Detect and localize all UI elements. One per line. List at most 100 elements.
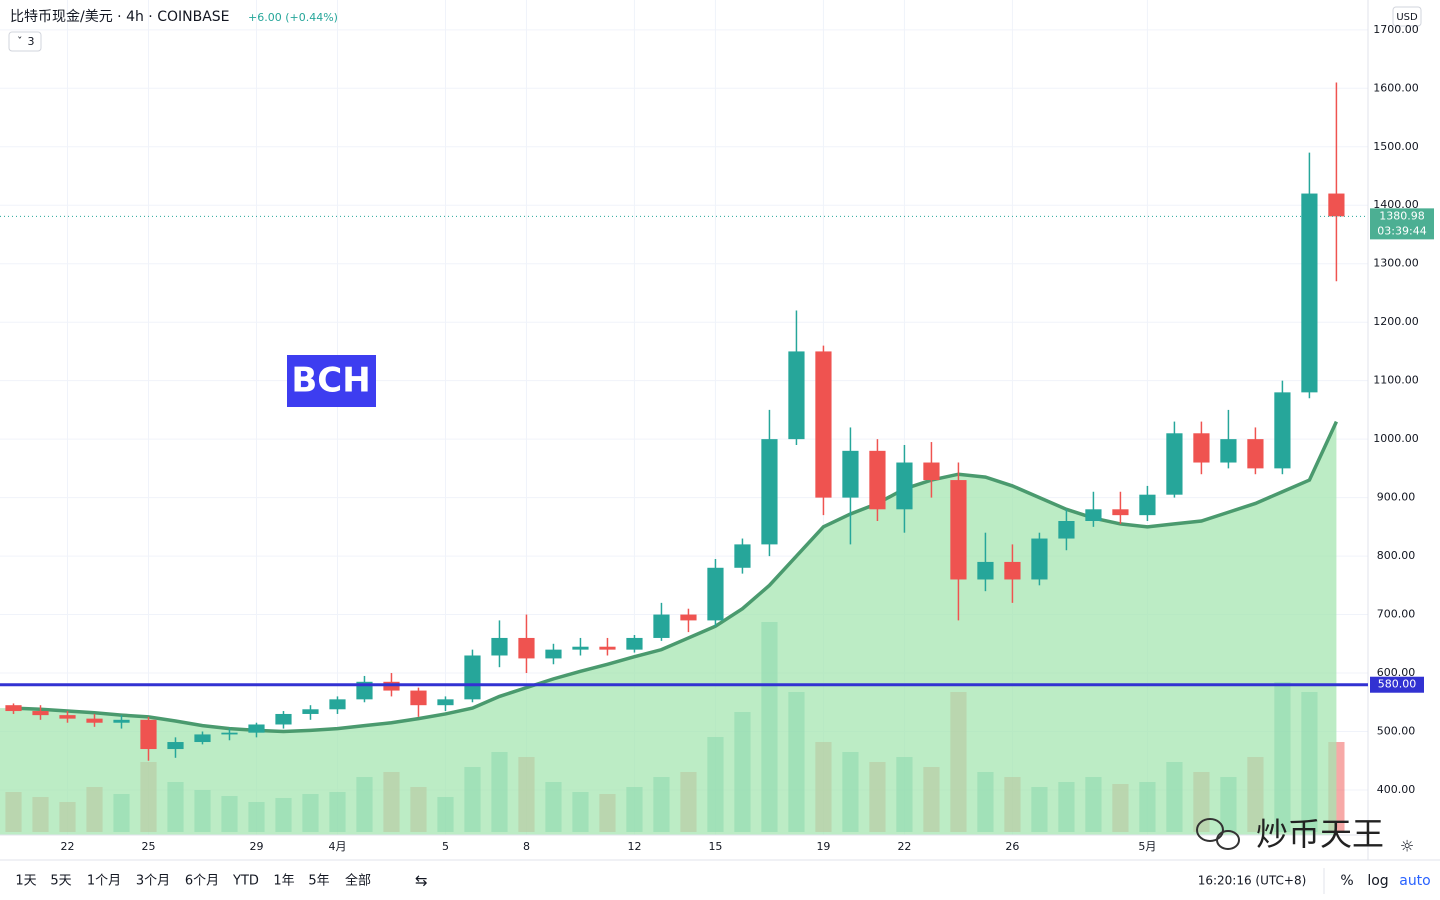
countdown: 03:39:44 [1377, 224, 1426, 237]
currency[interactable]: USD [1396, 12, 1418, 23]
candle-body [194, 734, 211, 743]
candle-body [680, 614, 697, 621]
y-tick-label: 700.00 [1377, 608, 1416, 621]
range-button[interactable]: 全部 [345, 873, 371, 889]
candle-body [140, 719, 157, 750]
clock: 16:20:16 (UTC+8) [1198, 874, 1307, 888]
candle-body [1301, 193, 1318, 393]
compare-icon[interactable]: ⇆ [415, 872, 428, 890]
candle-body [518, 637, 535, 659]
x-tick-label: 5 [442, 840, 449, 853]
ma-area [0, 421, 1337, 835]
scale-button[interactable]: auto [1399, 873, 1431, 889]
scale-button[interactable]: log [1367, 873, 1388, 889]
candle-body [950, 480, 967, 580]
x-tick-label: 22 [897, 840, 911, 853]
candle-body [1085, 509, 1102, 521]
x-tick-label: 8 [523, 840, 530, 853]
x-tick-label: 25 [141, 840, 155, 853]
y-tick-label: 1000.00 [1373, 432, 1419, 445]
y-tick-label: 1300.00 [1373, 257, 1419, 270]
candle-body [815, 351, 832, 498]
scale-button[interactable]: % [1340, 873, 1353, 889]
x-tick-label: 12 [627, 840, 641, 853]
range-button[interactable]: YTD [232, 874, 259, 889]
indicator-toggle[interactable] [8, 31, 42, 52]
y-tick-label: 900.00 [1377, 491, 1416, 504]
x-tick-label: 26 [1005, 840, 1019, 853]
last-price-label: 1380.98 [1379, 209, 1425, 222]
candle-body [626, 637, 643, 650]
candle-body [1139, 494, 1156, 516]
x-tick-label: 4月 [328, 840, 346, 853]
candle-body [113, 719, 130, 723]
x-tick-label: 15 [708, 840, 722, 853]
symbol-title: 比特币现金/美元 · 4h · COINBASE [10, 9, 230, 25]
change: +6.00 (+0.44%) [248, 11, 338, 24]
candle-body [896, 462, 913, 510]
candle-body [491, 637, 508, 656]
candle-body [329, 699, 346, 710]
settings-icon[interactable]: ☼ [1400, 837, 1414, 856]
x-tick-label: 22 [60, 840, 74, 853]
range-button[interactable]: 5年 [308, 874, 329, 889]
candle-body [1193, 433, 1210, 463]
candle-body [653, 614, 670, 638]
candle-body [599, 646, 616, 650]
annotation-box [287, 355, 376, 407]
candle-body [545, 649, 562, 659]
candle-body [437, 699, 454, 706]
candle-body [464, 655, 481, 700]
range-button[interactable]: 5天 [50, 874, 71, 889]
range-button[interactable]: 1年 [273, 874, 294, 889]
y-tick-label: 1400.00 [1373, 198, 1419, 211]
y-tick-label: 400.00 [1377, 783, 1416, 796]
candle-body [869, 450, 886, 510]
x-tick-label: 29 [249, 840, 263, 853]
candle-body [1166, 433, 1183, 495]
candle-body [1328, 193, 1345, 217]
candle-body [1112, 509, 1129, 516]
candle-body [977, 561, 994, 580]
y-tick-label: 500.00 [1377, 725, 1416, 738]
candle-body [734, 544, 751, 568]
y-tick-label: 1500.00 [1373, 140, 1419, 153]
x-tick-label: 5月 [1138, 840, 1156, 853]
y-tick-label: 800.00 [1377, 549, 1416, 562]
candle-body [923, 462, 940, 481]
candle-body [221, 732, 238, 735]
watermark-icon [1196, 818, 1240, 850]
candle-body [761, 439, 778, 545]
last-price-tag [1370, 208, 1434, 240]
candle-body [788, 351, 805, 440]
candle-body [86, 718, 103, 723]
candle-body [275, 713, 292, 725]
currency-box[interactable] [1392, 6, 1422, 27]
ma-line [13, 420, 1338, 734]
candle-body [1058, 520, 1075, 539]
candle-body [707, 567, 724, 621]
candle-body [59, 715, 76, 719]
range-button[interactable]: 6个月 [185, 874, 219, 889]
range-button[interactable]: 1天 [15, 874, 36, 889]
range-button[interactable]: 3个月 [136, 874, 170, 889]
candle-body [1004, 561, 1021, 580]
level-label: 580.00 [1378, 678, 1417, 691]
candle-body [1274, 392, 1291, 469]
candle-body [1031, 538, 1048, 580]
annotation: BCH [291, 361, 370, 401]
toolbar: 1天 5天 1个月 3个月 6个月 YTD 1年 5年 全部% log auto [15, 873, 1430, 890]
y-tick-label: 1700.00 [1373, 23, 1419, 36]
y-tick-label: 600.00 [1377, 666, 1416, 679]
candle-body [5, 705, 22, 712]
candle-body [1220, 439, 1237, 463]
indicator-count[interactable]: 3 [28, 35, 35, 48]
watermark: 炒币天王 [1256, 815, 1384, 853]
candle-body [302, 709, 319, 714]
chevron: ˇ [17, 35, 23, 48]
range-button[interactable]: 1个月 [87, 874, 121, 889]
level-tag [1370, 676, 1424, 693]
candle-body [32, 711, 49, 716]
